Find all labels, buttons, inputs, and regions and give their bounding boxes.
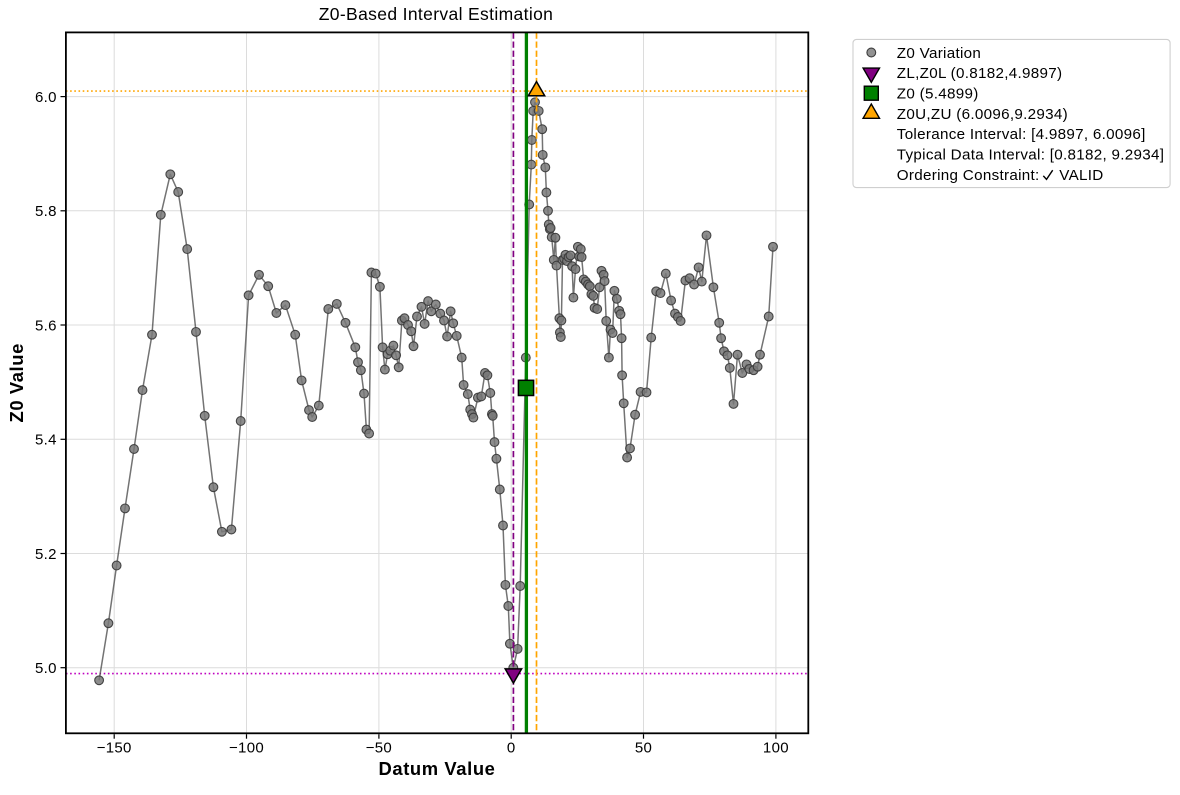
svg-text:6.0: 6.0 — [35, 89, 57, 106]
svg-text:5.8: 5.8 — [35, 203, 57, 220]
svg-text:Z0-Based Interval Estimation: Z0-Based Interval Estimation — [319, 4, 553, 24]
svg-text:Tolerance Interval: [4.9897, 6: Tolerance Interval: [4.9897, 6.0096] — [897, 126, 1146, 143]
svg-text:Ordering Constraint:: Ordering Constraint: — [897, 167, 1040, 184]
svg-text:VALID: VALID — [1059, 167, 1103, 184]
svg-text:ZL,Z0L (0.8182,4.9897): ZL,Z0L (0.8182,4.9897) — [897, 65, 1063, 82]
svg-text:5.0: 5.0 — [35, 660, 57, 677]
svg-text:−50: −50 — [366, 740, 392, 757]
svg-text:Z0 (5.4899): Z0 (5.4899) — [897, 86, 979, 103]
svg-text:−150: −150 — [97, 740, 132, 757]
svg-text:50: 50 — [635, 740, 652, 757]
svg-text:Z0 Value: Z0 Value — [6, 343, 27, 422]
svg-text:Typical Data Interval: [0.8182: Typical Data Interval: [0.8182, 9.2934] — [897, 147, 1165, 164]
svg-text:Z0U,ZU (6.0096,9.2934): Z0U,ZU (6.0096,9.2934) — [897, 106, 1068, 123]
svg-text:0: 0 — [507, 740, 516, 757]
svg-text:100: 100 — [763, 740, 789, 757]
svg-text:−100: −100 — [229, 740, 264, 757]
svg-text:Datum Value: Datum Value — [379, 758, 496, 779]
svg-text:5.4: 5.4 — [35, 432, 57, 449]
svg-text:5.6: 5.6 — [35, 317, 57, 334]
svg-text:Z0 Variation: Z0 Variation — [897, 45, 981, 62]
svg-text:5.2: 5.2 — [35, 546, 57, 563]
